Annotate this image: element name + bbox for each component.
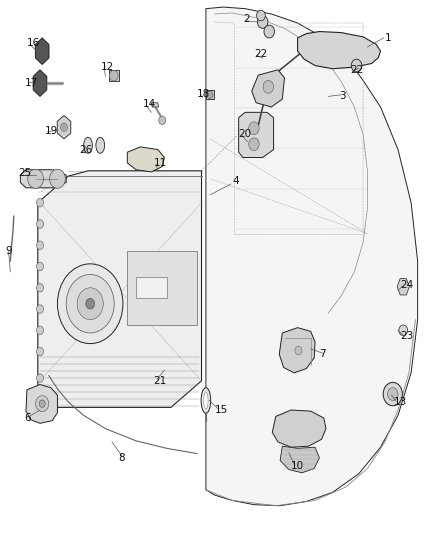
- Circle shape: [264, 25, 275, 38]
- Circle shape: [351, 59, 362, 72]
- Polygon shape: [280, 446, 319, 473]
- Text: 18: 18: [197, 88, 210, 99]
- Circle shape: [36, 220, 43, 228]
- Polygon shape: [57, 116, 71, 139]
- Text: 20: 20: [239, 128, 252, 139]
- Circle shape: [295, 346, 302, 355]
- Polygon shape: [397, 278, 410, 295]
- Text: 15: 15: [215, 405, 228, 415]
- Circle shape: [249, 138, 259, 151]
- Polygon shape: [127, 251, 197, 325]
- Circle shape: [60, 123, 67, 132]
- Circle shape: [57, 264, 123, 344]
- Circle shape: [388, 387, 398, 400]
- Circle shape: [39, 400, 45, 407]
- Circle shape: [35, 395, 49, 411]
- Text: 7: 7: [319, 349, 326, 359]
- Polygon shape: [239, 112, 274, 158]
- Circle shape: [36, 326, 43, 335]
- Text: 17: 17: [25, 78, 38, 88]
- Circle shape: [66, 274, 114, 333]
- Text: 3: 3: [339, 91, 346, 101]
- Text: 12: 12: [101, 62, 114, 72]
- Polygon shape: [109, 70, 119, 82]
- Text: 24: 24: [400, 280, 413, 290]
- Text: 14: 14: [143, 99, 156, 109]
- Polygon shape: [297, 31, 381, 69]
- Circle shape: [263, 80, 274, 93]
- Circle shape: [36, 241, 43, 249]
- Polygon shape: [136, 277, 166, 298]
- Circle shape: [49, 169, 65, 188]
- Polygon shape: [206, 90, 214, 99]
- Text: 11: 11: [153, 158, 167, 168]
- Circle shape: [36, 305, 43, 313]
- Text: 23: 23: [400, 330, 413, 341]
- Circle shape: [77, 288, 103, 320]
- Text: 1: 1: [385, 33, 392, 43]
- Polygon shape: [272, 410, 326, 447]
- Circle shape: [36, 262, 43, 271]
- Polygon shape: [206, 7, 418, 506]
- Circle shape: [36, 284, 43, 292]
- Polygon shape: [252, 70, 285, 107]
- Polygon shape: [20, 169, 66, 188]
- Circle shape: [399, 325, 408, 336]
- Circle shape: [36, 348, 43, 356]
- Circle shape: [383, 382, 403, 406]
- Text: 4: 4: [232, 176, 239, 187]
- Circle shape: [86, 298, 95, 309]
- Polygon shape: [26, 384, 57, 423]
- Circle shape: [207, 91, 213, 99]
- Text: 9: 9: [5, 246, 12, 255]
- Text: 26: 26: [79, 144, 92, 155]
- Ellipse shape: [96, 138, 105, 154]
- Text: 10: 10: [291, 461, 304, 471]
- Text: 22: 22: [254, 49, 267, 59]
- Circle shape: [159, 116, 166, 125]
- Text: 19: 19: [44, 126, 58, 136]
- Text: 6: 6: [25, 413, 32, 423]
- Text: 21: 21: [153, 376, 167, 386]
- Polygon shape: [33, 70, 47, 96]
- Circle shape: [258, 15, 268, 28]
- Circle shape: [257, 10, 265, 21]
- Circle shape: [28, 169, 43, 188]
- Ellipse shape: [204, 392, 208, 409]
- Polygon shape: [127, 147, 164, 172]
- Ellipse shape: [201, 387, 211, 413]
- Text: 16: 16: [27, 38, 40, 48]
- Text: 22: 22: [350, 65, 363, 75]
- Text: 2: 2: [243, 14, 250, 25]
- Polygon shape: [279, 328, 315, 373]
- Polygon shape: [35, 38, 49, 64]
- Text: 8: 8: [119, 453, 125, 463]
- Ellipse shape: [84, 138, 92, 154]
- Circle shape: [36, 198, 43, 207]
- Circle shape: [110, 70, 118, 81]
- Polygon shape: [151, 103, 159, 107]
- Circle shape: [249, 122, 259, 135]
- Circle shape: [36, 374, 43, 382]
- Text: 25: 25: [18, 168, 32, 179]
- Text: 13: 13: [394, 397, 407, 407]
- Polygon shape: [38, 171, 201, 407]
